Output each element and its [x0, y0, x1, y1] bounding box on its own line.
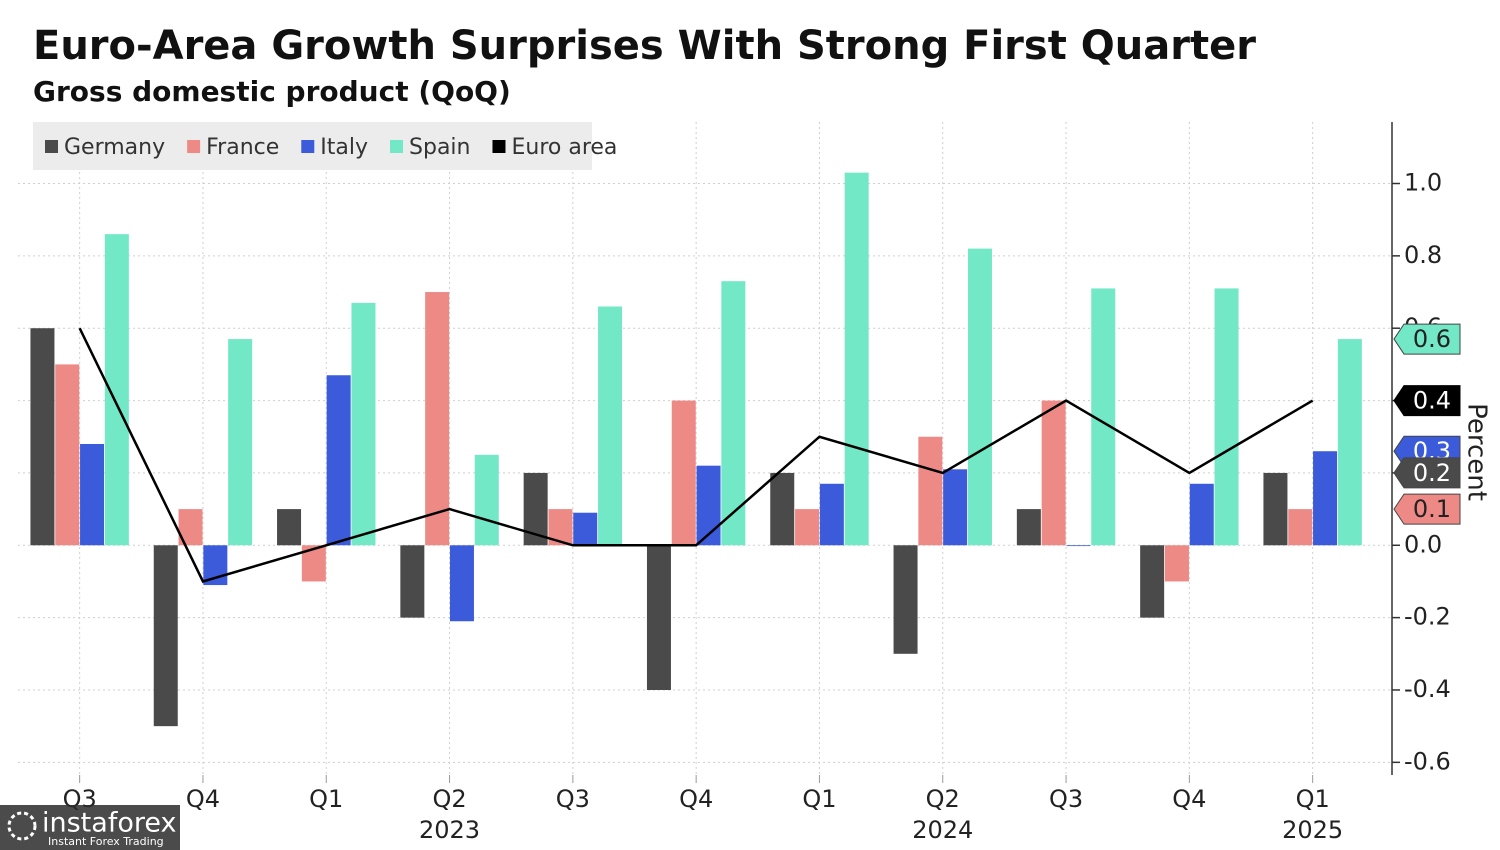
bar [400, 545, 425, 618]
bar [30, 328, 55, 546]
bar [696, 465, 721, 546]
legend-swatch [492, 140, 506, 153]
bar [1189, 483, 1214, 546]
bar [326, 375, 351, 546]
legend-swatch [45, 140, 58, 153]
bar [1041, 400, 1066, 546]
end-badge-label: 0.2 [1413, 459, 1451, 487]
chart-title: Euro-Area Growth Surprises With Strong F… [33, 23, 1256, 69]
bar [1288, 509, 1313, 546]
y-tick-label: -0.2 [1404, 603, 1451, 631]
bar [795, 509, 820, 546]
legend-swatch [390, 140, 404, 153]
legend-label: Italy [320, 135, 368, 160]
bar [844, 172, 869, 546]
bar [918, 436, 943, 546]
chart-subtitle: Gross domestic product (QoQ) [33, 75, 511, 108]
x-tick-label: Q4 [1172, 785, 1206, 813]
bar [1016, 509, 1041, 546]
legend-label: France [206, 135, 279, 160]
x-year-label: 2024 [912, 816, 973, 844]
bar [1140, 545, 1165, 618]
end-badge-label: 0.6 [1413, 325, 1451, 353]
bar [425, 292, 450, 546]
x-tick-label: Q1 [309, 785, 343, 813]
end-badge [1393, 385, 1461, 417]
bar [1263, 472, 1288, 546]
bar [277, 509, 302, 546]
watermark-tagline: Instant Forex Trading [48, 835, 164, 848]
line [78, 327, 1314, 583]
legend-swatch [187, 140, 201, 153]
end-badge [1393, 457, 1461, 489]
legend-label: Spain [409, 135, 470, 160]
bar [770, 472, 795, 546]
bar [671, 400, 696, 546]
watermark-logo [7, 811, 37, 841]
legend-swatch [301, 140, 315, 153]
bar [1214, 288, 1239, 546]
legend: Germany France Italy Spain Euro area [33, 122, 617, 170]
bar [80, 443, 105, 546]
x-tick-label: Q3 [556, 785, 590, 813]
bar [646, 545, 671, 690]
legend-label: Germany [64, 135, 165, 160]
bar [967, 248, 992, 546]
x-tick-label: Q4 [186, 785, 220, 813]
bar [153, 545, 178, 727]
end-badge-label: 0.1 [1413, 495, 1451, 523]
x-tick-label: Q4 [679, 785, 713, 813]
bar [819, 483, 844, 546]
x-year-label: 2023 [419, 816, 480, 844]
y-tick-label: -0.4 [1404, 675, 1451, 703]
end-badge [1393, 493, 1461, 525]
x-tick-label: Q1 [1296, 785, 1330, 813]
bar [1066, 545, 1091, 547]
x-year-label: 2025 [1282, 816, 1343, 844]
y-axis-label: Percent [1462, 403, 1492, 501]
bar [573, 512, 598, 546]
y-tick-label: 0.8 [1404, 241, 1442, 269]
bar [598, 306, 623, 546]
end-badge [1393, 323, 1461, 355]
x-tick-label: Q1 [802, 785, 836, 813]
bar [474, 454, 499, 546]
bar [893, 545, 918, 654]
bar [55, 364, 80, 546]
bar [943, 469, 968, 546]
bar [1164, 545, 1189, 582]
watermark-background [0, 805, 180, 850]
bar [449, 545, 474, 622]
x-tick-label: Q2 [926, 785, 960, 813]
bar [1313, 451, 1338, 546]
y-tick-label: 1.0 [1404, 169, 1442, 197]
legend-label: Euro area [511, 135, 617, 160]
x-tick-label: Q3 [1049, 785, 1083, 813]
x-tick-label: Q2 [432, 785, 466, 813]
y-tick-label: -0.6 [1404, 747, 1451, 775]
bar [721, 281, 746, 546]
bar [228, 339, 253, 546]
bar [1337, 339, 1362, 546]
watermark-brand: instaforex [42, 808, 176, 839]
bar [351, 302, 376, 546]
end-badge-label: 0.4 [1413, 387, 1451, 415]
y-tick-label: 0.0 [1404, 530, 1442, 558]
